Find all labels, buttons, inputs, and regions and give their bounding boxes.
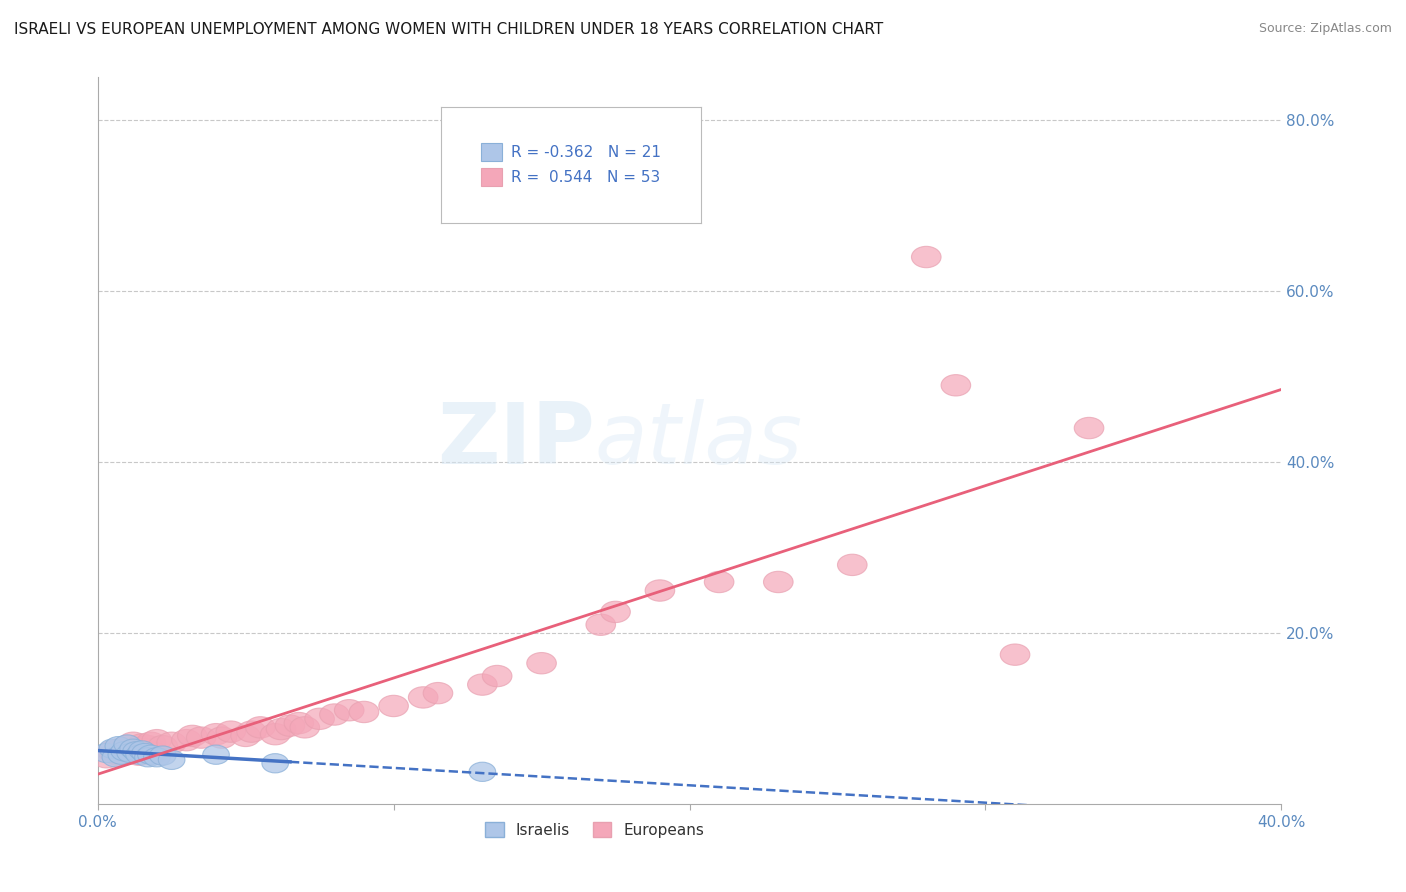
Ellipse shape <box>121 738 150 759</box>
Ellipse shape <box>135 747 162 767</box>
Ellipse shape <box>202 745 229 764</box>
Ellipse shape <box>763 571 793 592</box>
Ellipse shape <box>100 739 125 758</box>
Ellipse shape <box>134 736 163 756</box>
Ellipse shape <box>470 762 496 781</box>
Ellipse shape <box>266 718 295 739</box>
Ellipse shape <box>276 715 305 736</box>
Ellipse shape <box>201 723 231 745</box>
Ellipse shape <box>138 745 165 764</box>
Ellipse shape <box>378 695 408 716</box>
Ellipse shape <box>704 571 734 592</box>
Ellipse shape <box>91 747 121 768</box>
Ellipse shape <box>125 745 152 764</box>
Text: ZIP: ZIP <box>437 400 595 483</box>
Ellipse shape <box>408 687 439 708</box>
Ellipse shape <box>124 744 153 765</box>
Ellipse shape <box>97 740 127 762</box>
Ellipse shape <box>645 580 675 601</box>
Ellipse shape <box>114 735 141 754</box>
Ellipse shape <box>284 713 314 734</box>
Ellipse shape <box>172 730 201 751</box>
Ellipse shape <box>586 614 616 635</box>
Text: Source: ZipAtlas.com: Source: ZipAtlas.com <box>1258 22 1392 36</box>
Ellipse shape <box>187 727 217 748</box>
Text: atlas: atlas <box>595 400 803 483</box>
Ellipse shape <box>217 721 246 742</box>
Ellipse shape <box>131 738 160 759</box>
Ellipse shape <box>236 721 266 742</box>
Ellipse shape <box>157 732 187 754</box>
Ellipse shape <box>207 727 236 748</box>
Ellipse shape <box>101 742 131 764</box>
Ellipse shape <box>319 704 349 725</box>
Ellipse shape <box>142 730 172 751</box>
Ellipse shape <box>122 741 149 761</box>
Ellipse shape <box>108 745 135 764</box>
Ellipse shape <box>148 736 177 756</box>
Ellipse shape <box>111 741 138 761</box>
Ellipse shape <box>117 743 143 763</box>
Ellipse shape <box>423 682 453 704</box>
Ellipse shape <box>139 742 169 764</box>
Ellipse shape <box>103 747 129 767</box>
Ellipse shape <box>527 653 557 673</box>
Ellipse shape <box>112 736 142 756</box>
Ellipse shape <box>118 732 148 754</box>
Ellipse shape <box>290 716 319 738</box>
Ellipse shape <box>911 246 941 268</box>
Ellipse shape <box>93 743 120 763</box>
Ellipse shape <box>132 743 159 763</box>
Ellipse shape <box>482 665 512 687</box>
Ellipse shape <box>110 739 139 761</box>
Ellipse shape <box>159 750 186 770</box>
Ellipse shape <box>838 554 868 575</box>
Ellipse shape <box>941 375 970 396</box>
Ellipse shape <box>349 701 378 723</box>
Ellipse shape <box>120 739 146 758</box>
Ellipse shape <box>105 737 132 756</box>
Ellipse shape <box>1074 417 1104 439</box>
Ellipse shape <box>129 741 155 760</box>
Ellipse shape <box>104 744 134 765</box>
Text: ISRAELI VS EUROPEAN UNEMPLOYMENT AMONG WOMEN WITH CHILDREN UNDER 18 YEARS CORREL: ISRAELI VS EUROPEAN UNEMPLOYMENT AMONG W… <box>14 22 883 37</box>
Ellipse shape <box>107 738 136 759</box>
Ellipse shape <box>468 673 498 695</box>
Ellipse shape <box>305 708 335 730</box>
Ellipse shape <box>143 747 170 767</box>
Ellipse shape <box>115 742 145 764</box>
Ellipse shape <box>335 699 364 721</box>
Ellipse shape <box>600 601 630 623</box>
Ellipse shape <box>260 723 290 745</box>
Ellipse shape <box>177 725 207 747</box>
Ellipse shape <box>136 732 166 754</box>
Ellipse shape <box>1000 644 1029 665</box>
Ellipse shape <box>127 734 157 756</box>
Ellipse shape <box>246 716 276 738</box>
Ellipse shape <box>262 754 288 772</box>
Ellipse shape <box>149 746 176 765</box>
Legend: Israelis, Europeans: Israelis, Europeans <box>479 815 710 844</box>
Ellipse shape <box>231 725 260 747</box>
